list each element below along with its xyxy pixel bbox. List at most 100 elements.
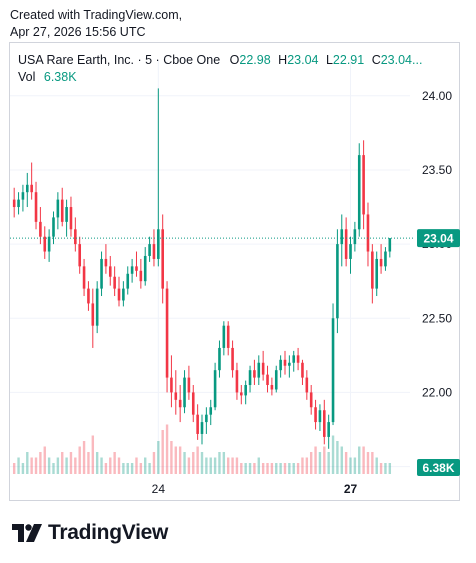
candle-body xyxy=(371,251,374,289)
candle-body xyxy=(52,217,55,237)
volume-bar xyxy=(174,446,177,474)
candle-body xyxy=(39,221,42,237)
candle-body xyxy=(30,184,33,193)
volume-bar xyxy=(218,452,221,474)
candle-body xyxy=(226,325,230,348)
volume-bar xyxy=(318,452,322,474)
volume-bar xyxy=(165,424,169,474)
volume-bar xyxy=(375,457,378,474)
candle-body xyxy=(218,347,221,371)
candle-body xyxy=(56,199,60,218)
volume-bar xyxy=(152,452,156,474)
tradingview-logo[interactable]: TradingView xyxy=(12,520,168,546)
high-value: 23.04 xyxy=(287,53,319,67)
created-with-text: Created with TradingView.com, xyxy=(10,8,183,22)
volume-bar xyxy=(78,446,81,474)
volume-bar xyxy=(43,446,46,474)
volume-bar xyxy=(109,457,112,474)
volume-bar xyxy=(231,457,234,474)
candle-body xyxy=(222,325,226,348)
candle-body xyxy=(161,229,164,289)
candle-body xyxy=(174,392,178,400)
candle-body xyxy=(65,207,68,222)
candle-body xyxy=(349,244,352,259)
candle-body xyxy=(384,251,387,267)
volume-bar xyxy=(248,463,252,474)
volume-bar xyxy=(344,452,348,474)
volume-bar xyxy=(240,463,243,474)
y-tick-label: 24.00 xyxy=(422,89,452,103)
volume-bar xyxy=(331,435,335,474)
candle-body xyxy=(296,355,300,363)
volume-bar xyxy=(213,457,217,474)
candle-body xyxy=(266,374,269,386)
candle-body xyxy=(196,414,199,434)
volume-bar xyxy=(187,457,191,474)
chart-legend: USA Rare Earth, Inc. · 5 · Cboe One O22.… xyxy=(18,52,422,86)
volume-bar xyxy=(371,452,374,474)
candle-body xyxy=(139,270,143,282)
volume-bar xyxy=(61,452,64,474)
volume-bar xyxy=(178,446,182,474)
volume-bar xyxy=(279,463,282,474)
low-value: 22.91 xyxy=(332,53,365,67)
volume-bar xyxy=(257,457,260,474)
volume-bar xyxy=(183,452,186,474)
last-price-badge xyxy=(417,229,460,248)
candle-body xyxy=(74,229,77,245)
volume-bar xyxy=(170,441,173,474)
candle-body xyxy=(170,377,173,393)
volume-bar xyxy=(283,463,287,474)
candle-body xyxy=(100,258,103,289)
volume-bar xyxy=(235,457,239,474)
volume-bar xyxy=(82,441,86,474)
candle-body xyxy=(344,229,348,259)
candle-body xyxy=(17,199,20,208)
candle-body xyxy=(108,266,112,277)
candle-body xyxy=(340,229,344,245)
candle-body xyxy=(34,192,38,222)
close-value: 23.04... xyxy=(380,53,423,67)
volume-bar xyxy=(21,463,25,474)
volume-bar xyxy=(47,457,51,474)
chart-header: Created with TradingView.com, Apr 27, 20… xyxy=(10,7,182,41)
candle-body xyxy=(283,359,287,366)
candle-body xyxy=(257,362,261,378)
candle-body xyxy=(135,266,138,271)
candle-body xyxy=(87,288,90,304)
volume-bar xyxy=(379,463,383,474)
candle-body xyxy=(60,199,64,222)
candle-body xyxy=(279,359,282,371)
candle-body xyxy=(288,362,291,366)
volume-bar xyxy=(113,452,116,474)
volume-bar xyxy=(161,430,164,474)
candle-body xyxy=(69,207,73,230)
candle-body xyxy=(21,192,25,200)
open-label: O xyxy=(229,53,240,67)
volume-bar xyxy=(87,452,90,474)
volume-bar xyxy=(196,446,199,474)
volume-bar xyxy=(30,457,33,474)
volume-bar xyxy=(139,463,143,474)
volume-bar xyxy=(305,457,309,474)
ohlc-line: USA Rare Earth, Inc. · 5 · Cboe One O22.… xyxy=(18,52,422,69)
candle-body xyxy=(183,377,186,408)
candle-body xyxy=(152,244,156,259)
candle-body xyxy=(165,288,169,378)
volume-line: Vol 6.38K xyxy=(18,69,422,86)
volume-bar xyxy=(353,457,357,474)
volume-bar xyxy=(244,463,247,474)
candle-body xyxy=(336,244,339,319)
x-tick-label: 24 xyxy=(152,482,166,496)
volume-bar xyxy=(362,446,365,474)
candle-body xyxy=(253,370,256,378)
volume-bar xyxy=(65,457,68,474)
candle-body xyxy=(200,422,204,434)
close-label: C xyxy=(371,53,381,67)
volume-bar xyxy=(292,463,295,474)
candle-body xyxy=(327,422,330,437)
volume-bar xyxy=(358,446,361,474)
volume-bar xyxy=(144,457,147,474)
volume-bar xyxy=(130,463,134,474)
